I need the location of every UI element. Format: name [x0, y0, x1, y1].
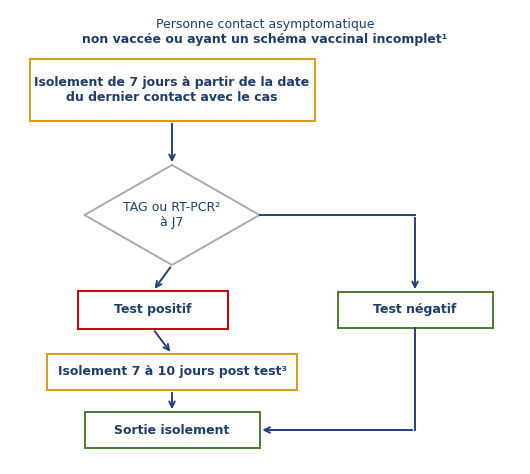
Text: Isolement 7 à 10 jours post test³: Isolement 7 à 10 jours post test³ — [57, 365, 287, 379]
FancyBboxPatch shape — [84, 412, 260, 448]
FancyBboxPatch shape — [78, 291, 228, 329]
FancyBboxPatch shape — [47, 354, 297, 390]
Text: Sortie isolement: Sortie isolement — [114, 423, 229, 437]
FancyBboxPatch shape — [338, 292, 492, 328]
Text: Test positif: Test positif — [114, 303, 192, 317]
Text: Test négatif: Test négatif — [373, 303, 457, 317]
Polygon shape — [84, 165, 260, 265]
Text: non vaccée ou ayant un schéma vaccinal incomplet¹: non vaccée ou ayant un schéma vaccinal i… — [82, 33, 448, 46]
Text: Isolement de 7 jours à partir de la date
du dernier contact avec le cas: Isolement de 7 jours à partir de la date… — [34, 76, 310, 104]
Text: Personne contact asymptomatique: Personne contact asymptomatique — [156, 18, 374, 31]
Text: TAG ou RT-PCR²
à J7: TAG ou RT-PCR² à J7 — [123, 201, 220, 229]
FancyBboxPatch shape — [30, 59, 314, 121]
